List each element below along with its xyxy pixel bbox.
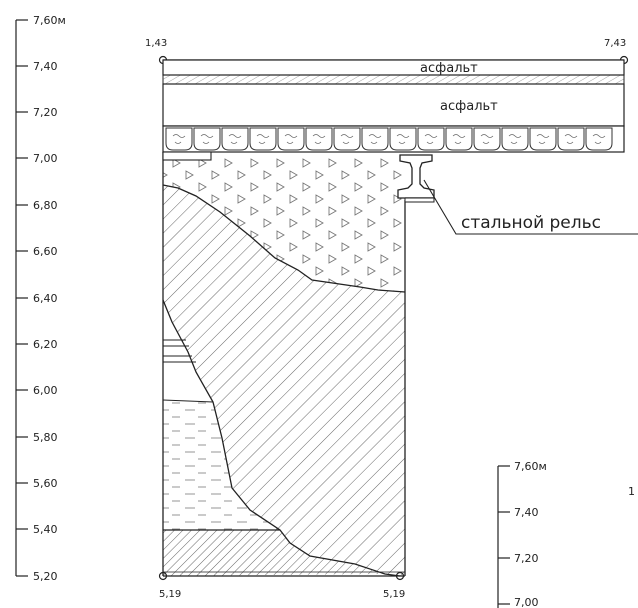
stone-block [389, 127, 417, 151]
right-scale-label: 7,20 [514, 552, 539, 565]
stone-block [249, 127, 277, 151]
left-scale-label: 5,80 [33, 431, 58, 444]
elevation-label-top-right: 7,43 [604, 38, 626, 49]
left-scale-label: 7,20 [33, 106, 58, 119]
left-scale-label: 6,80 [33, 199, 58, 212]
binder-layer [162, 74, 625, 85]
stone-texture [536, 134, 550, 144]
left-elevation-scale: 7,60м 7,40 7,20 7,00 6,80 6,60 6,40 6,20… [15, 14, 66, 583]
crushed-stone-boundary [162, 184, 406, 293]
stone-block [445, 127, 473, 151]
rail-seat [404, 197, 435, 203]
stone-block [417, 127, 445, 151]
stone-block [277, 127, 305, 151]
left-scale-label: 5,60 [33, 477, 58, 490]
asphalt-thick-label: асфальт [440, 99, 498, 114]
stone-texture [368, 134, 382, 144]
left-scale-label: 7,00 [33, 152, 58, 165]
stone-texture [564, 134, 578, 144]
asphalt-thick-layer [162, 83, 625, 127]
elevation-point-marker [158, 571, 168, 581]
steel-rail: стальной рельс [397, 154, 638, 235]
stone-texture [200, 134, 214, 144]
left-scale-label: 5,40 [33, 523, 58, 536]
stone-block [501, 127, 529, 151]
stone-block [333, 127, 361, 151]
crushed-stone-fill [163, 158, 405, 292]
right-scale-label: 7,00 [514, 596, 539, 608]
left-scale-label: 5,20 [33, 570, 58, 583]
steel-rail-label: стальной рельс [461, 213, 601, 233]
stone-texture [508, 134, 522, 144]
bottom-elevations: 5,19 5,19 [158, 571, 405, 600]
elevation-label-bottom-right: 5,19 [383, 589, 405, 600]
stone-texture [480, 134, 494, 144]
elevation-point-marker [395, 571, 405, 581]
stone-texture [340, 134, 354, 144]
asphalt-thin-layer [162, 59, 625, 76]
edge-mark: 1 [628, 485, 635, 498]
stone-texture [452, 134, 466, 144]
left-scale-label: 7,40 [33, 60, 58, 73]
left-scale-label: 6,20 [33, 338, 58, 351]
stone-blocks [165, 127, 613, 151]
left-scale-label: 6,60 [33, 245, 58, 258]
stone-texture [284, 134, 298, 144]
right-elevation-scale: 7,60м 7,40 7,20 7,00 1 [497, 460, 635, 608]
left-channel-fill [163, 300, 213, 402]
stone-texture [256, 134, 270, 144]
stone-texture [424, 134, 438, 144]
left-scale-label: 7,60м [33, 14, 66, 27]
stone-texture [396, 134, 410, 144]
elevation-label-top-left: 1,43 [145, 38, 167, 49]
sand-dash-fill [163, 400, 280, 530]
stone-block [557, 127, 585, 151]
stone-block [305, 127, 333, 151]
stone-block [585, 127, 613, 151]
base-dense-hatch [163, 530, 385, 576]
stone-block [221, 127, 249, 151]
curb-block [162, 151, 212, 161]
stone-texture [592, 134, 606, 144]
stone-block [165, 127, 193, 151]
stone-block [361, 127, 389, 151]
soil-boundary-curve [162, 299, 401, 577]
right-scale-label: 7,60м [514, 460, 547, 473]
left-channel-line [162, 399, 214, 403]
rail-leader-line [423, 179, 638, 235]
left-scale-label: 6,40 [33, 292, 58, 305]
pavement-layers: асфальт асфальт [162, 59, 625, 153]
stone-texture [172, 134, 186, 144]
asphalt-thin-label: асфальт [420, 61, 478, 76]
ground-section [162, 151, 406, 577]
stone-texture [312, 134, 326, 144]
stone-block [529, 127, 557, 151]
stone-block [193, 127, 221, 151]
stone-texture [228, 134, 242, 144]
soil-hatch-fill [163, 185, 405, 576]
right-scale-label: 7,40 [514, 506, 539, 519]
stone-block [473, 127, 501, 151]
elevation-label-bottom-left: 5,19 [159, 589, 181, 600]
left-scale-label: 6,00 [33, 384, 58, 397]
